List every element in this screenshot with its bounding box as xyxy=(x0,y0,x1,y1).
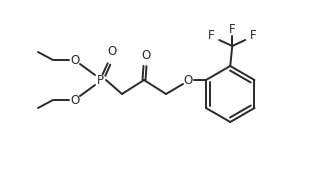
Text: O: O xyxy=(107,45,117,57)
Text: F: F xyxy=(208,29,215,41)
Text: F: F xyxy=(229,23,235,35)
Text: P: P xyxy=(96,73,104,87)
Text: O: O xyxy=(70,53,80,67)
Text: O: O xyxy=(141,49,151,62)
Text: F: F xyxy=(250,29,257,41)
Text: O: O xyxy=(70,94,80,106)
Text: O: O xyxy=(183,73,193,87)
